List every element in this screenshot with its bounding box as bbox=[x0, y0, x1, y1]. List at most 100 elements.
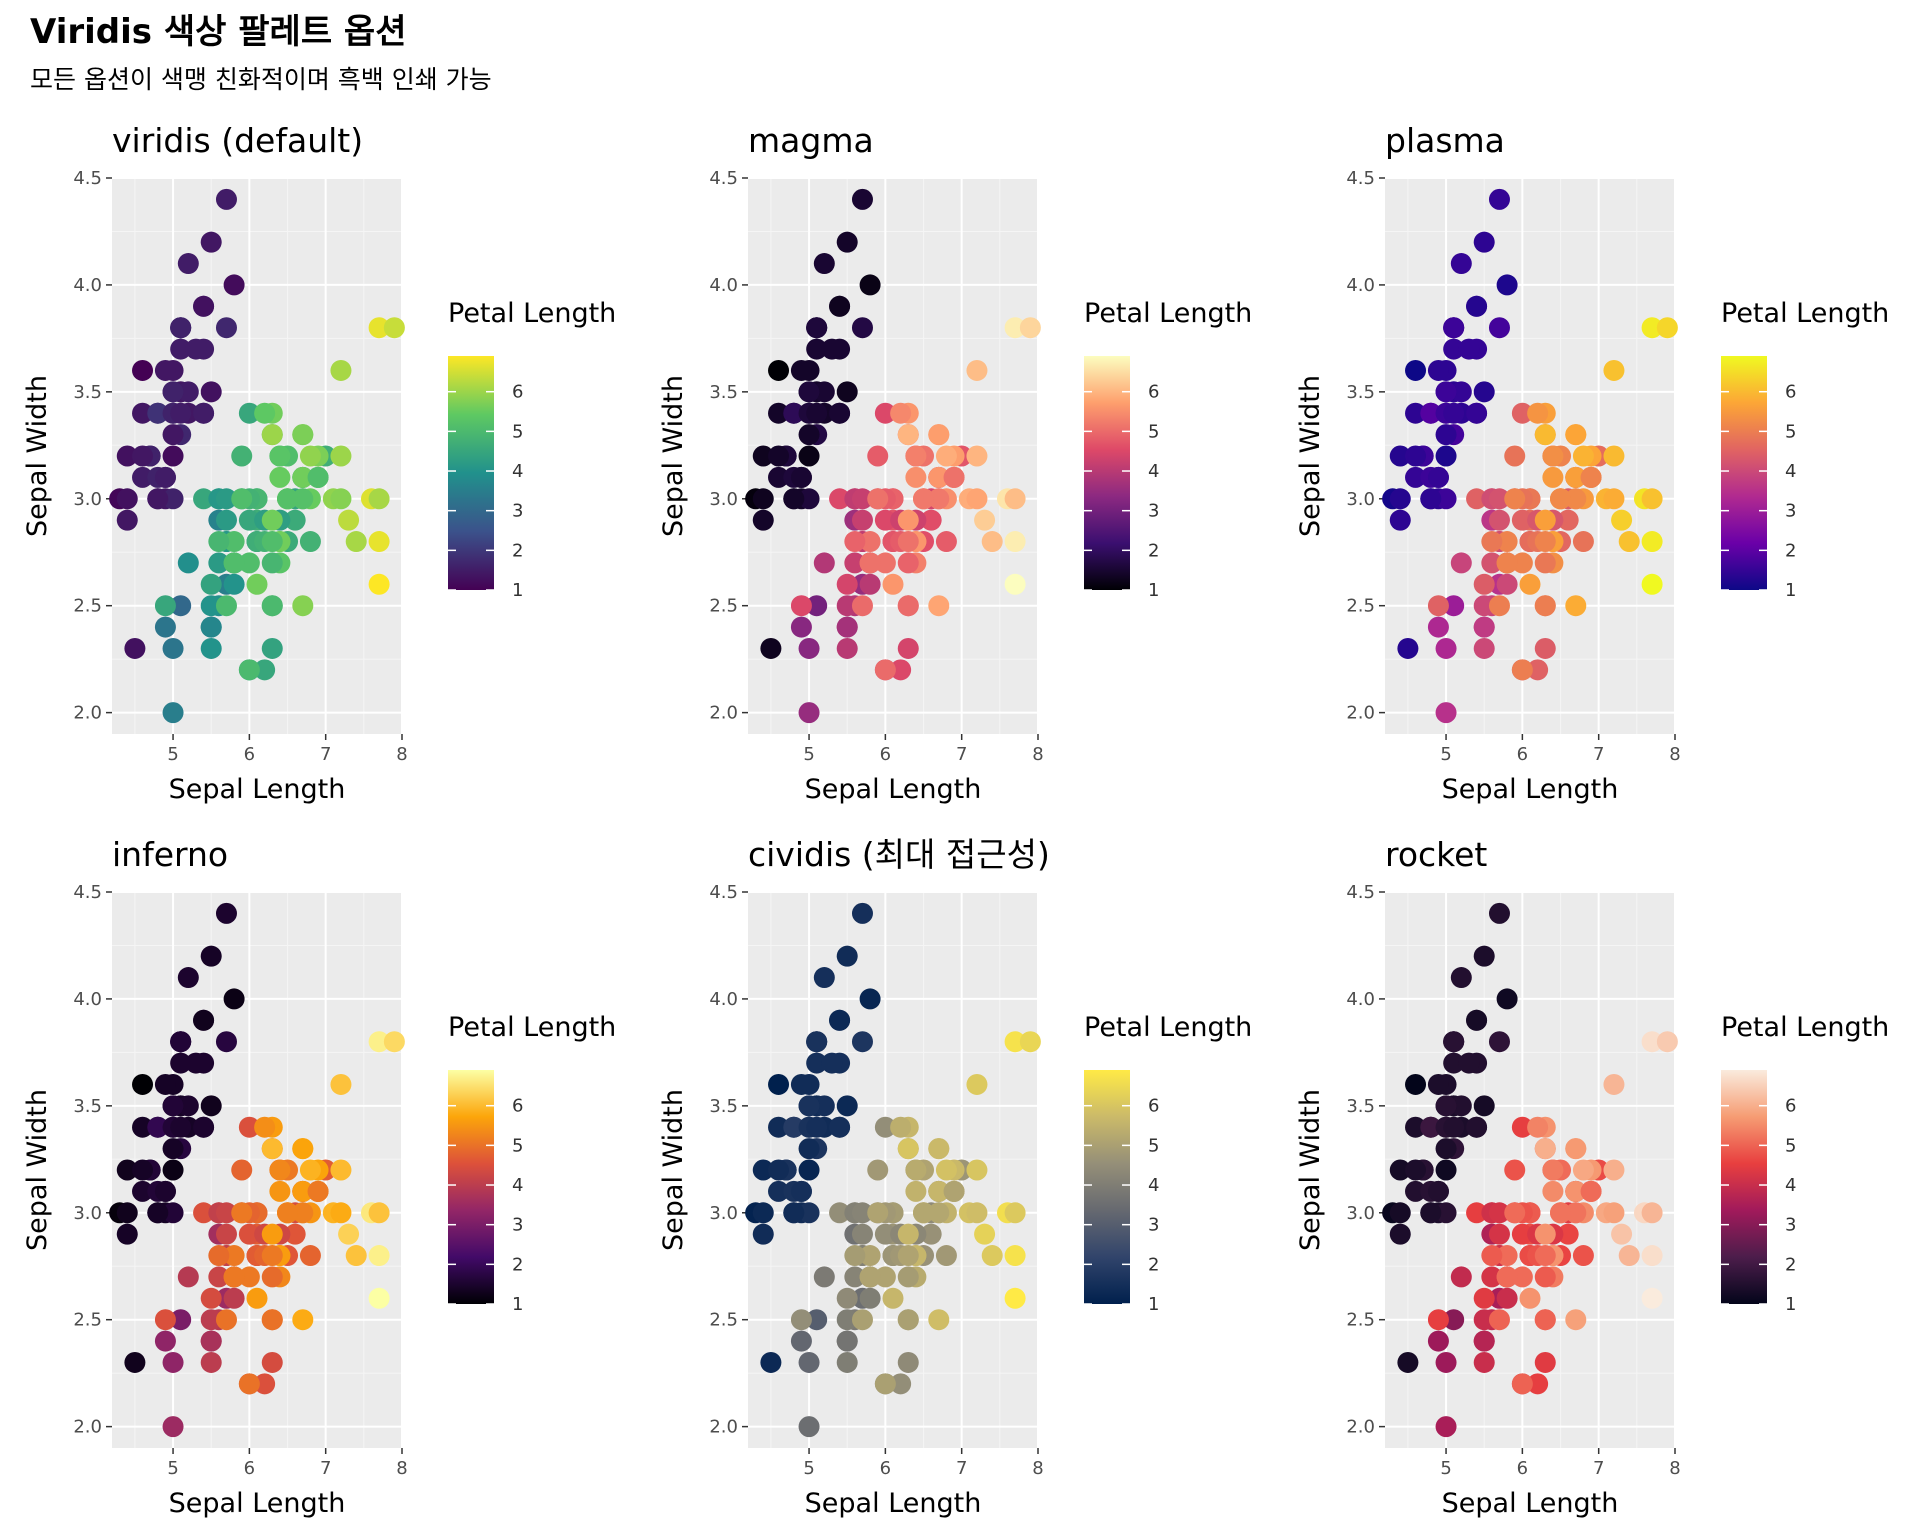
data-point bbox=[170, 402, 192, 424]
data-point bbox=[897, 1351, 919, 1373]
data-point bbox=[790, 595, 812, 617]
panel-title: plasma bbox=[1385, 121, 1505, 160]
data-point bbox=[897, 509, 919, 531]
y-tick-label: 4.0 bbox=[1346, 275, 1375, 296]
data-point bbox=[277, 488, 299, 510]
data-point bbox=[1542, 466, 1564, 488]
data-point bbox=[813, 381, 835, 403]
data-point bbox=[1534, 509, 1556, 531]
legend-label: 5 bbox=[512, 421, 523, 442]
data-point bbox=[859, 552, 881, 574]
data-point bbox=[246, 573, 268, 595]
data-point bbox=[1572, 1245, 1594, 1267]
data-point bbox=[299, 1245, 321, 1267]
y-tick-label: 2.0 bbox=[73, 703, 102, 724]
data-point bbox=[1435, 1202, 1457, 1224]
legend-label: 4 bbox=[1785, 1175, 1796, 1196]
data-point bbox=[238, 1223, 260, 1245]
data-point bbox=[1420, 1116, 1442, 1138]
data-point bbox=[223, 1245, 245, 1267]
data-point bbox=[223, 531, 245, 553]
data-point bbox=[1488, 488, 1510, 510]
data-point bbox=[905, 1159, 927, 1181]
data-point bbox=[338, 509, 360, 531]
data-point bbox=[768, 402, 790, 424]
data-point bbox=[897, 1223, 919, 1245]
legend-label: 6 bbox=[1148, 382, 1159, 403]
data-point bbox=[752, 1202, 774, 1224]
panel-title: magma bbox=[748, 121, 874, 160]
data-point bbox=[1496, 552, 1518, 574]
data-point bbox=[874, 1266, 896, 1288]
y-tick-label: 3.5 bbox=[1346, 382, 1375, 403]
data-point bbox=[231, 445, 253, 467]
data-point bbox=[844, 552, 866, 574]
legend: Petal Length 1 2 3 4 5 6 bbox=[1721, 298, 1889, 601]
data-point bbox=[768, 445, 790, 467]
data-point bbox=[215, 902, 237, 924]
data-point bbox=[874, 402, 896, 424]
data-point bbox=[1435, 445, 1457, 467]
data-point bbox=[246, 1287, 268, 1309]
data-point bbox=[790, 616, 812, 638]
data-point bbox=[162, 445, 184, 467]
data-point bbox=[1572, 1159, 1594, 1181]
y-tick-label: 2.5 bbox=[709, 1310, 738, 1331]
data-point bbox=[132, 1116, 154, 1138]
data-point bbox=[200, 1309, 222, 1331]
x-tick-label: 7 bbox=[320, 1458, 331, 1479]
data-point bbox=[768, 359, 790, 381]
y-tick-label: 2.5 bbox=[709, 596, 738, 617]
data-point bbox=[1466, 1202, 1488, 1224]
data-point bbox=[215, 488, 237, 510]
data-point bbox=[874, 1223, 896, 1245]
data-point bbox=[1656, 1031, 1678, 1053]
data-point bbox=[124, 637, 146, 659]
panel-4: inferno 5 6 7 8 2.0 2.5 3.0 3.5 4.0 4.5 Sepal Lengt… bbox=[22, 835, 616, 1519]
x-tick-label: 7 bbox=[320, 744, 331, 765]
panel-title: inferno bbox=[112, 835, 228, 874]
legend: Petal Length 1 2 3 4 5 6 bbox=[1721, 1012, 1889, 1315]
data-point bbox=[752, 509, 774, 531]
data-point bbox=[132, 445, 154, 467]
data-point bbox=[154, 616, 176, 638]
data-point bbox=[147, 402, 169, 424]
data-point bbox=[836, 616, 858, 638]
y-tick-label: 4.5 bbox=[1346, 882, 1375, 903]
data-point bbox=[851, 317, 873, 339]
data-point bbox=[1488, 595, 1510, 617]
data-point bbox=[829, 1116, 851, 1138]
data-point bbox=[116, 445, 138, 467]
data-point bbox=[1405, 1073, 1427, 1095]
data-point bbox=[1405, 466, 1427, 488]
data-point bbox=[935, 1159, 957, 1181]
data-point bbox=[836, 1309, 858, 1331]
x-tick-label: 7 bbox=[956, 744, 967, 765]
data-point bbox=[806, 1116, 828, 1138]
data-point bbox=[768, 1116, 790, 1138]
data-point bbox=[966, 488, 988, 510]
data-point bbox=[116, 1223, 138, 1245]
legend-label: 3 bbox=[1148, 501, 1159, 522]
data-point bbox=[368, 317, 390, 339]
data-point bbox=[299, 1159, 321, 1181]
data-point bbox=[1473, 381, 1495, 403]
data-point bbox=[223, 988, 245, 1010]
data-point bbox=[1473, 1330, 1495, 1352]
data-point bbox=[890, 402, 912, 424]
data-point bbox=[752, 488, 774, 510]
data-point bbox=[1504, 1202, 1526, 1224]
data-point bbox=[338, 1223, 360, 1245]
data-point bbox=[1603, 1159, 1625, 1181]
x-tick-label: 5 bbox=[1440, 1458, 1451, 1479]
data-point bbox=[1511, 1266, 1533, 1288]
data-point bbox=[1466, 488, 1488, 510]
x-tick-label: 6 bbox=[1517, 744, 1528, 765]
data-point bbox=[154, 359, 176, 381]
x-tick-label: 5 bbox=[803, 1458, 814, 1479]
data-point bbox=[1496, 1245, 1518, 1267]
data-point bbox=[215, 509, 237, 531]
data-point bbox=[1618, 531, 1640, 553]
data-point bbox=[1488, 1309, 1510, 1331]
legend-label: 4 bbox=[512, 461, 523, 482]
